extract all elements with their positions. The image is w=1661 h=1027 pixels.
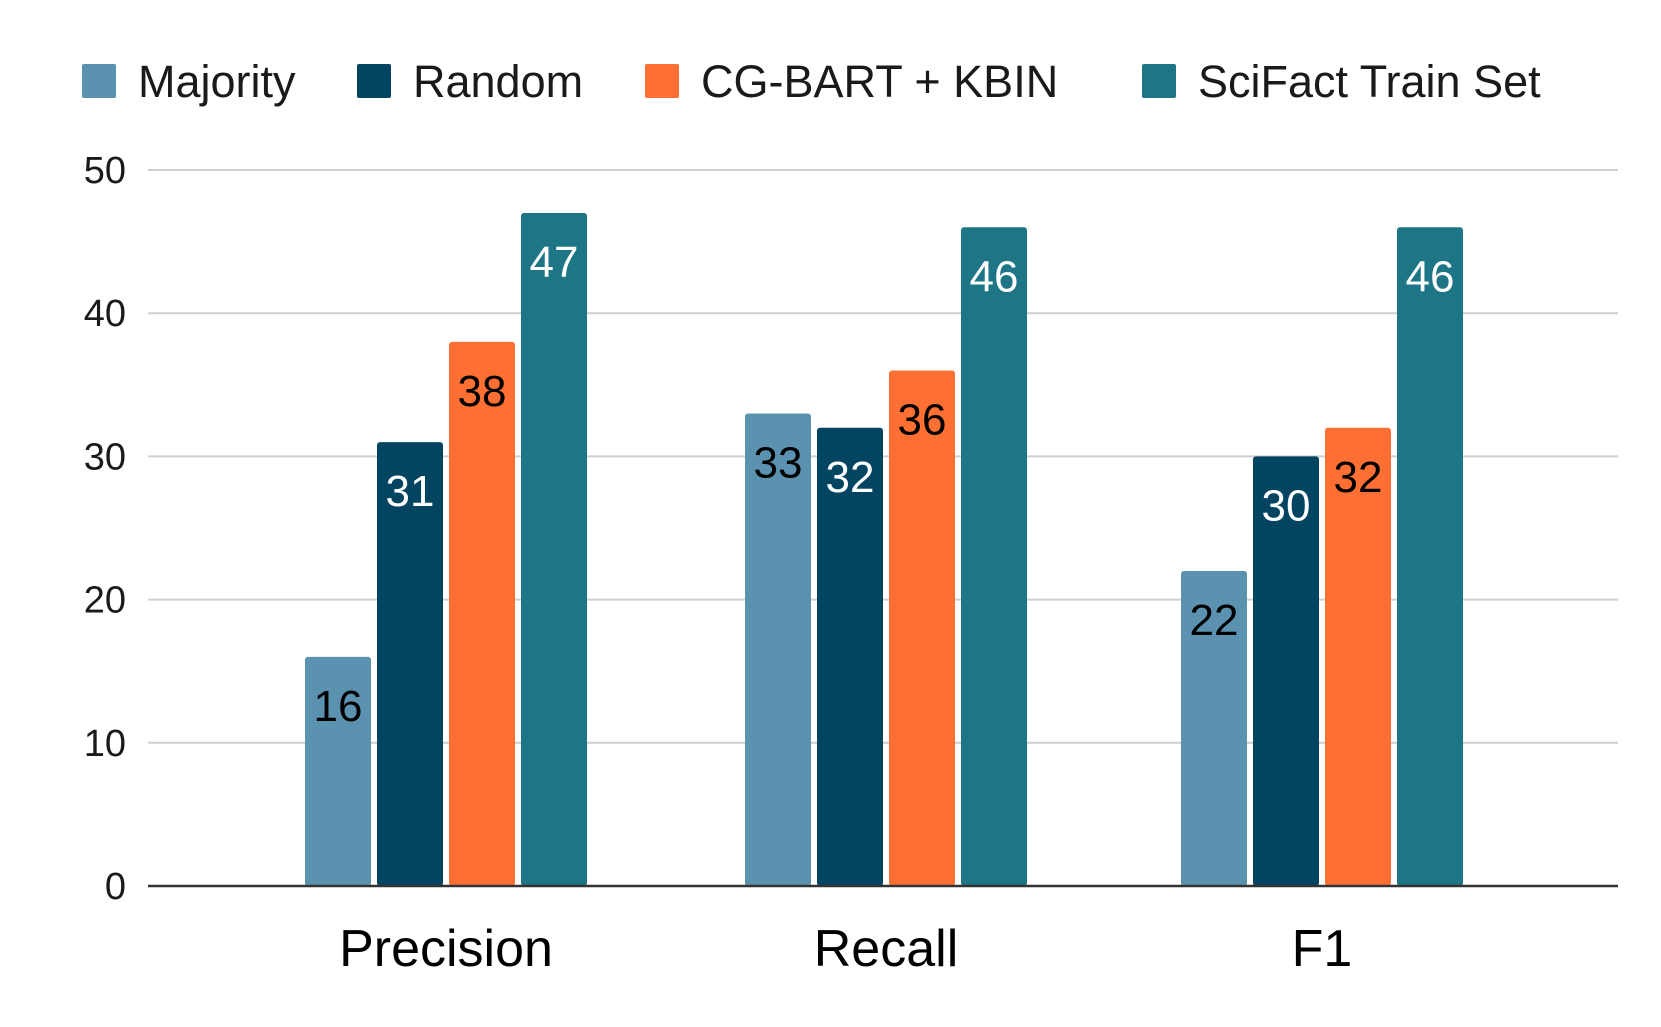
bar [961, 227, 1027, 886]
data-label: 30 [1262, 481, 1311, 530]
legend-label: Random [413, 56, 583, 107]
bar [377, 442, 443, 886]
bar [521, 212, 587, 886]
bar [449, 341, 515, 887]
data-label: 32 [826, 453, 875, 502]
y-tick-label: 50 [84, 150, 126, 192]
bar [1397, 227, 1463, 886]
data-label: 22 [1190, 596, 1239, 645]
data-label: 32 [1334, 453, 1383, 502]
x-tick-label: Recall [814, 920, 959, 978]
legend-swatch [1142, 64, 1176, 98]
y-axis-ticks: 0 10 20 30 40 50 [84, 150, 126, 908]
bar [1181, 570, 1247, 886]
bar [305, 656, 371, 886]
y-tick-label: 30 [84, 436, 126, 478]
data-label: 33 [754, 438, 803, 487]
data-labels: 16 31 38 47 33 32 36 46 22 30 32 46 [314, 238, 1455, 731]
bar [1325, 427, 1391, 886]
x-axis-labels: Precision Recall F1 [339, 920, 1352, 978]
legend-label: CG-BART + KBIN [701, 56, 1058, 107]
bar [817, 427, 883, 886]
y-tick-label: 40 [84, 293, 126, 335]
data-label: 46 [1406, 252, 1455, 301]
bar [745, 413, 811, 886]
legend-label: Majority [138, 56, 296, 107]
x-tick-label: Precision [339, 920, 553, 978]
legend-swatch [645, 64, 679, 98]
legend-label: SciFact Train Set [1198, 56, 1541, 107]
y-tick-label: 0 [105, 866, 126, 908]
data-label: 31 [386, 467, 435, 516]
data-label: 38 [458, 367, 507, 416]
y-tick-label: 10 [84, 723, 126, 765]
bars [305, 212, 1463, 887]
bar [889, 370, 955, 887]
x-tick-label: F1 [1292, 920, 1353, 978]
data-label: 46 [970, 252, 1019, 301]
y-tick-label: 20 [84, 580, 126, 622]
data-label: 36 [898, 395, 947, 444]
legend-swatch [357, 64, 391, 98]
legend: Majority Random CG-BART + KBIN SciFact Trai… [82, 56, 1541, 107]
data-label: 47 [530, 238, 579, 287]
data-label: 16 [314, 682, 363, 731]
legend-swatch [82, 64, 116, 98]
bar [1253, 456, 1319, 886]
